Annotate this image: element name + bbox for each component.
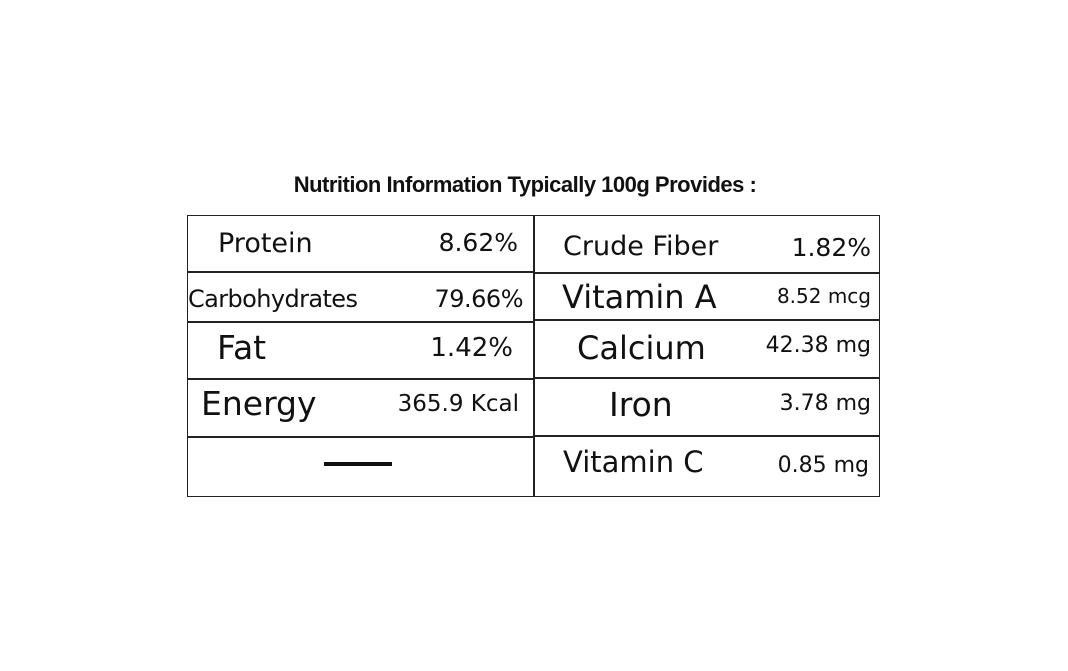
nutrient-name-vitamin-c: Vitamin C xyxy=(563,445,704,479)
nutrition-title: Nutrition Information Typically 100g Pro… xyxy=(293,172,757,197)
nutrient-value-crude-fiber: 1.82% xyxy=(791,233,871,262)
nutrient-name-energy: Energy xyxy=(201,384,317,423)
nutrient-name-vitamin-a: Vitamin A xyxy=(562,278,717,316)
column-divider xyxy=(533,216,535,496)
nutrient-name-iron: Iron xyxy=(609,385,673,424)
nutrient-name-crude-fiber: Crude Fiber xyxy=(563,231,719,262)
nutrient-value-carbohydrates: 79.66% xyxy=(434,285,523,313)
row-divider xyxy=(188,378,534,380)
nutrient-name-fat: Fat xyxy=(217,328,267,367)
row-divider xyxy=(188,321,534,323)
nutrient-name-protein: Protein xyxy=(218,228,313,259)
row-divider xyxy=(534,272,879,274)
nutrient-value-vitamin-c: 0.85 mg xyxy=(777,453,869,478)
nutrient-name-carbohydrates: Carbohydrates xyxy=(188,285,358,313)
nutrient-value-fat: 1.42% xyxy=(430,333,513,363)
row-divider xyxy=(534,377,879,379)
nutrition-table: Protein 8.62% Carbohydrates 79.66% Fat 1… xyxy=(187,215,880,497)
nutrient-value-vitamin-a: 8.52 mcg xyxy=(776,284,871,308)
row-divider xyxy=(188,271,534,273)
nutrient-value-energy: 365.9 Kcal xyxy=(397,391,519,417)
nutrient-value-calcium: 42.38 mg xyxy=(765,333,871,358)
empty-cell-dash xyxy=(324,462,392,466)
row-divider xyxy=(188,436,534,438)
nutrient-name-calcium: Calcium xyxy=(577,329,706,367)
nutrient-value-iron: 3.78 mg xyxy=(779,391,871,416)
row-divider xyxy=(534,319,879,321)
nutrient-value-protein: 8.62% xyxy=(438,228,518,257)
row-divider xyxy=(534,435,879,437)
